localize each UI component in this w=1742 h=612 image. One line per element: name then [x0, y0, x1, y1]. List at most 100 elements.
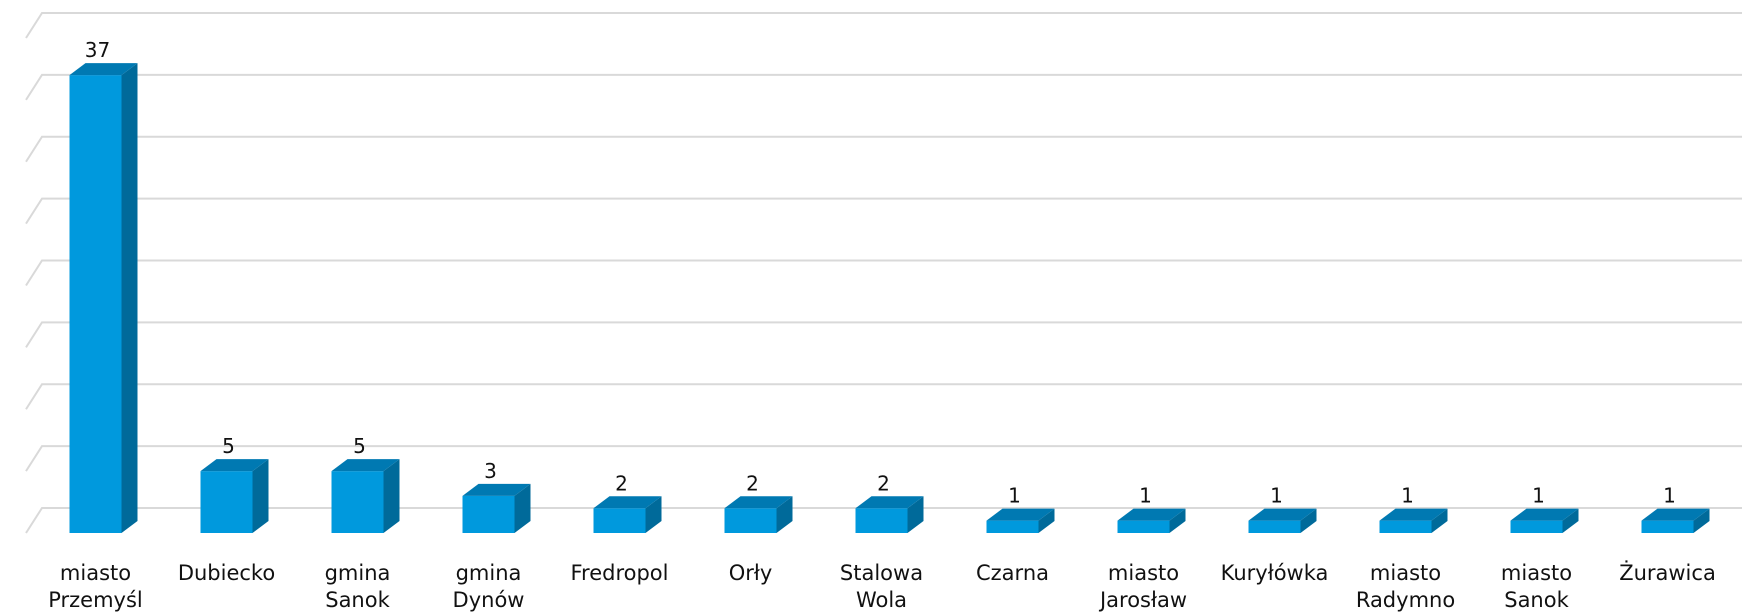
category-label-line: Sanok	[325, 588, 390, 612]
bar-front-face	[986, 520, 1039, 533]
bar	[1248, 508, 1317, 533]
bar-front-face	[855, 508, 908, 533]
bar-front-face	[1248, 520, 1301, 533]
data-label: 1	[1270, 484, 1283, 508]
bar-side-face	[514, 483, 531, 533]
category-label-line: Jarosław	[1098, 588, 1187, 612]
bar-top-face	[462, 483, 531, 496]
category-label-line: Fredropol	[570, 561, 668, 585]
bar	[986, 508, 1055, 533]
bar-side-face	[1169, 508, 1186, 533]
category-label: gmina Dynów	[453, 561, 525, 612]
category-label-line: gmina	[456, 561, 522, 585]
bar-top-face	[855, 496, 924, 509]
bar-front-face	[331, 471, 384, 533]
category-label-line: miasto	[60, 561, 131, 585]
bar-top-face	[986, 508, 1055, 521]
category-label: miasto Przemyśl	[48, 561, 143, 612]
bar	[69, 63, 138, 533]
bar-front-face	[1117, 520, 1170, 533]
category-label-line: Przemyśl	[48, 588, 143, 612]
bar	[724, 496, 793, 533]
bar-top-face	[593, 496, 662, 509]
bar-top-face	[1117, 508, 1186, 521]
bar-front-face	[593, 508, 646, 533]
category-label-line: Wola	[856, 588, 907, 612]
bar-top-face	[1641, 508, 1710, 521]
bar-side-face	[776, 496, 793, 533]
bar-side-face	[1693, 508, 1710, 533]
gridline	[25, 135, 1742, 163]
category-label-line: Stalowa	[840, 561, 923, 585]
bar-front-face	[462, 495, 515, 533]
data-label: 2	[746, 471, 759, 495]
bar-side-face	[1431, 508, 1448, 533]
bar-front-face	[200, 471, 253, 533]
gridlines	[25, 12, 1742, 534]
data-label: 5	[353, 434, 366, 458]
category-label-line: Kuryłówka	[1221, 561, 1329, 585]
bar-side-face	[1300, 508, 1317, 533]
category-label: Czarna	[976, 561, 1049, 585]
data-label: 1	[1401, 484, 1414, 508]
bar-front-face	[1379, 520, 1432, 533]
category-label: Stalowa Wola	[840, 561, 923, 612]
bars	[69, 63, 1710, 533]
bar-top-face	[724, 496, 793, 509]
category-label-line: Czarna	[976, 561, 1049, 585]
bar-top-face	[1510, 508, 1579, 521]
gridline	[25, 507, 1742, 534]
gridline	[25, 197, 1742, 225]
category-label-line: Orły	[729, 561, 773, 585]
bar-front-face	[1641, 520, 1694, 533]
data-label: 1	[1139, 484, 1152, 508]
data-label: 2	[877, 471, 890, 495]
category-label-line: Żurawica	[1619, 560, 1716, 585]
bar-top-face	[200, 459, 269, 472]
bar-side-face	[121, 63, 138, 533]
bar	[331, 459, 400, 533]
bar-top-face	[1379, 508, 1448, 521]
gridline	[25, 259, 1742, 287]
bar-front-face	[724, 508, 777, 533]
gridline	[25, 73, 1742, 101]
data-label: 37	[85, 38, 110, 62]
bar	[1379, 508, 1448, 533]
category-label: gmina Sanok	[325, 561, 391, 612]
bar-top-face	[69, 63, 138, 76]
category-label: Kuryłówka	[1221, 561, 1329, 585]
gridline	[25, 445, 1742, 472]
bar-side-face	[1038, 508, 1055, 533]
bar-side-face	[907, 496, 924, 533]
category-labels: miasto Przemyśl Dubiecko gmina Sanok gmina Dyn…	[48, 560, 1716, 612]
category-label: Żurawica	[1619, 560, 1716, 585]
category-label-line: Sanok	[1504, 588, 1569, 612]
bar-top-face	[1248, 508, 1317, 521]
category-label: Dubiecko	[178, 561, 275, 585]
bar-top-face	[331, 459, 400, 472]
data-label: 1	[1532, 484, 1545, 508]
category-label: miasto Jarosław	[1098, 561, 1187, 612]
bar	[1510, 508, 1579, 533]
data-label: 2	[615, 471, 628, 495]
gridline	[25, 12, 1742, 39]
bar-front-face	[1510, 520, 1563, 533]
bar-front-face	[69, 75, 122, 533]
bar-side-face	[1562, 508, 1579, 533]
bar	[462, 483, 531, 533]
category-label-line: miasto	[1108, 561, 1179, 585]
category-label-line: Dubiecko	[178, 561, 275, 585]
bar	[200, 459, 269, 533]
category-label-line: gmina	[325, 561, 391, 585]
data-label: 1	[1663, 484, 1676, 508]
bar	[593, 496, 662, 533]
category-label: Fredropol	[570, 561, 668, 585]
gridline	[25, 321, 1742, 348]
category-label: miasto Sanok	[1501, 561, 1572, 612]
value-labels: 37 5 5 3 2 2 2 1 1 1 1 1 1	[85, 38, 1676, 508]
category-label-line: miasto	[1501, 561, 1572, 585]
category-label-line: Dynów	[453, 588, 525, 612]
bar	[1641, 508, 1710, 533]
